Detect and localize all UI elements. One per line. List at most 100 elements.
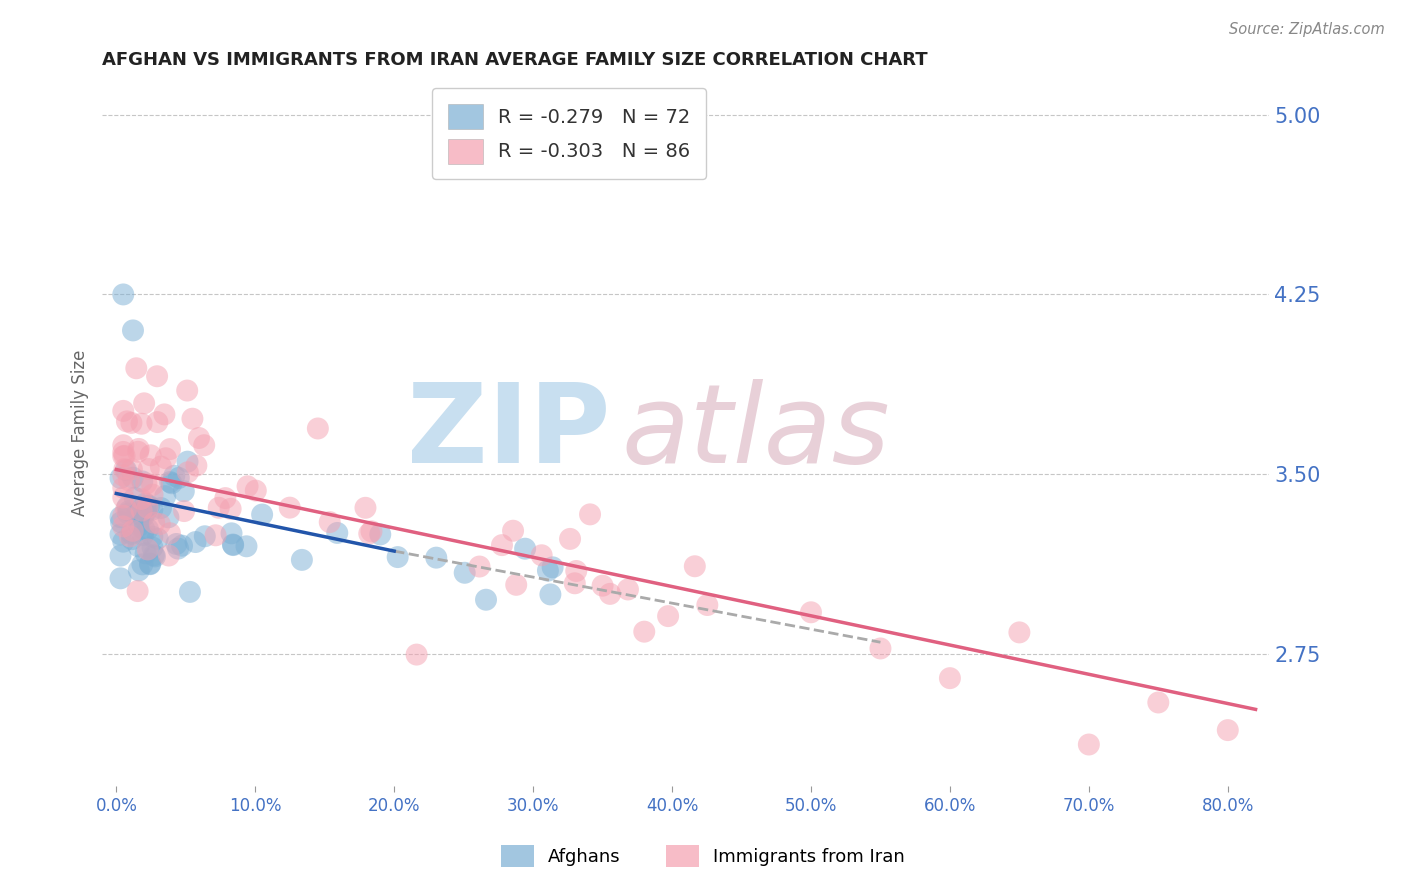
Point (502, 524, 524, 538)
Point (530, 548, 553, 562)
Point (115, 414, 138, 428)
Point (359, 526, 381, 541)
Point (112, 287, 135, 301)
Point (121, 462, 143, 476)
Point (121, 532, 143, 546)
Point (131, 503, 153, 517)
Point (250, 508, 273, 522)
Point (617, 582, 640, 597)
Point (157, 549, 180, 563)
Point (1077, 738, 1099, 752)
Point (326, 525, 349, 540)
Point (127, 444, 149, 458)
Point (319, 515, 342, 529)
Point (121, 471, 143, 485)
Point (135, 504, 157, 518)
Point (167, 471, 190, 485)
Point (110, 510, 132, 524)
Point (117, 500, 139, 514)
Point (475, 592, 498, 607)
Point (143, 549, 166, 564)
Point (541, 560, 564, 574)
Point (683, 559, 706, 574)
Point (128, 518, 150, 533)
Point (513, 541, 536, 556)
Point (143, 516, 166, 530)
Point (128, 563, 150, 577)
Point (491, 538, 513, 552)
Point (139, 557, 162, 571)
Point (129, 491, 152, 506)
Point (124, 491, 146, 505)
Point (291, 553, 314, 567)
Point (110, 549, 132, 563)
Point (170, 539, 193, 553)
Point (163, 468, 186, 483)
Point (127, 507, 149, 521)
Point (454, 566, 477, 580)
Point (425, 550, 447, 565)
Point (110, 471, 132, 485)
Point (110, 571, 132, 585)
Point (149, 501, 172, 516)
Point (222, 537, 245, 551)
Text: atlas: atlas (621, 379, 890, 486)
Point (141, 488, 163, 502)
Point (131, 475, 153, 489)
Point (135, 476, 157, 491)
Point (939, 671, 962, 685)
Point (167, 541, 190, 556)
Legend: R = -0.279   N = 72, R = -0.303   N = 86: R = -0.279 N = 72, R = -0.303 N = 86 (432, 88, 706, 179)
Point (165, 537, 187, 551)
Point (208, 500, 231, 515)
Point (1147, 696, 1170, 710)
Point (159, 475, 181, 489)
Text: AFGHAN VS IMMIGRANTS FROM IRAN AVERAGE FAMILY SIZE CORRELATION CHART: AFGHAN VS IMMIGRANTS FROM IRAN AVERAGE F… (103, 51, 928, 69)
Point (181, 411, 204, 425)
Point (155, 489, 177, 503)
Point (125, 361, 148, 376)
Point (110, 515, 132, 529)
Point (149, 517, 172, 532)
Point (120, 416, 142, 430)
Point (360, 524, 382, 539)
Point (177, 465, 200, 479)
Point (214, 491, 236, 505)
Point (245, 483, 267, 498)
Point (146, 369, 169, 384)
Point (235, 539, 257, 553)
Point (112, 481, 135, 495)
Point (136, 500, 159, 515)
Point (135, 496, 157, 510)
Point (112, 491, 135, 505)
Point (176, 455, 198, 469)
Point (157, 510, 180, 524)
Point (537, 564, 560, 578)
Point (159, 442, 181, 456)
Point (696, 598, 718, 612)
Point (118, 474, 141, 488)
Y-axis label: Average Family Size: Average Family Size (72, 349, 89, 516)
Point (127, 584, 149, 599)
Point (633, 624, 655, 639)
Point (112, 438, 135, 452)
Point (160, 476, 183, 491)
Legend: Afghans, Immigrants from Iran: Afghans, Immigrants from Iran (494, 838, 912, 874)
Point (112, 445, 135, 459)
Point (138, 499, 160, 513)
Point (115, 463, 138, 477)
Point (136, 522, 159, 536)
Point (184, 535, 207, 549)
Point (176, 384, 198, 398)
Point (153, 408, 176, 422)
Point (114, 449, 136, 463)
Point (132, 528, 155, 542)
Point (139, 448, 162, 462)
Point (1216, 723, 1239, 738)
Point (592, 579, 614, 593)
Point (222, 538, 245, 552)
Point (136, 499, 159, 513)
Point (131, 417, 153, 431)
Point (307, 421, 329, 435)
Point (146, 415, 169, 429)
